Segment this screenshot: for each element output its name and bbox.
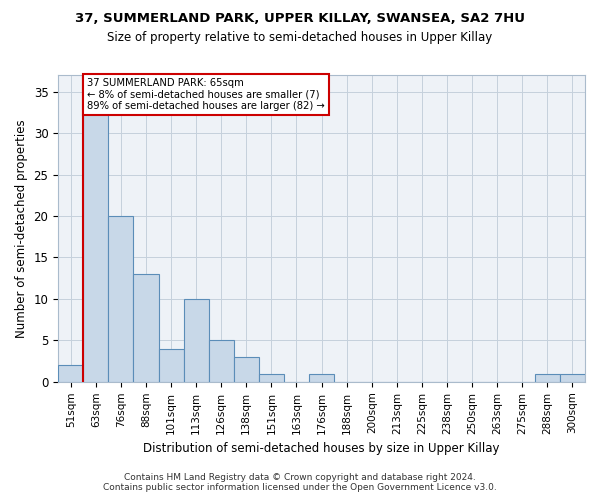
X-axis label: Distribution of semi-detached houses by size in Upper Killay: Distribution of semi-detached houses by … — [143, 442, 500, 455]
Bar — [259, 374, 284, 382]
Text: 37 SUMMERLAND PARK: 65sqm
← 8% of semi-detached houses are smaller (7)
89% of se: 37 SUMMERLAND PARK: 65sqm ← 8% of semi-d… — [87, 78, 325, 112]
Y-axis label: Number of semi-detached properties: Number of semi-detached properties — [15, 119, 28, 338]
Text: Size of property relative to semi-detached houses in Upper Killay: Size of property relative to semi-detach… — [107, 31, 493, 44]
Bar — [109, 216, 133, 382]
Bar — [83, 108, 109, 382]
Bar — [234, 357, 259, 382]
Bar — [535, 374, 560, 382]
Text: Contains HM Land Registry data © Crown copyright and database right 2024.
Contai: Contains HM Land Registry data © Crown c… — [103, 473, 497, 492]
Text: 37, SUMMERLAND PARK, UPPER KILLAY, SWANSEA, SA2 7HU: 37, SUMMERLAND PARK, UPPER KILLAY, SWANS… — [75, 12, 525, 26]
Bar — [133, 274, 158, 382]
Bar — [58, 365, 83, 382]
Bar — [184, 299, 209, 382]
Bar — [158, 348, 184, 382]
Bar — [309, 374, 334, 382]
Bar — [560, 374, 585, 382]
Bar — [209, 340, 234, 382]
